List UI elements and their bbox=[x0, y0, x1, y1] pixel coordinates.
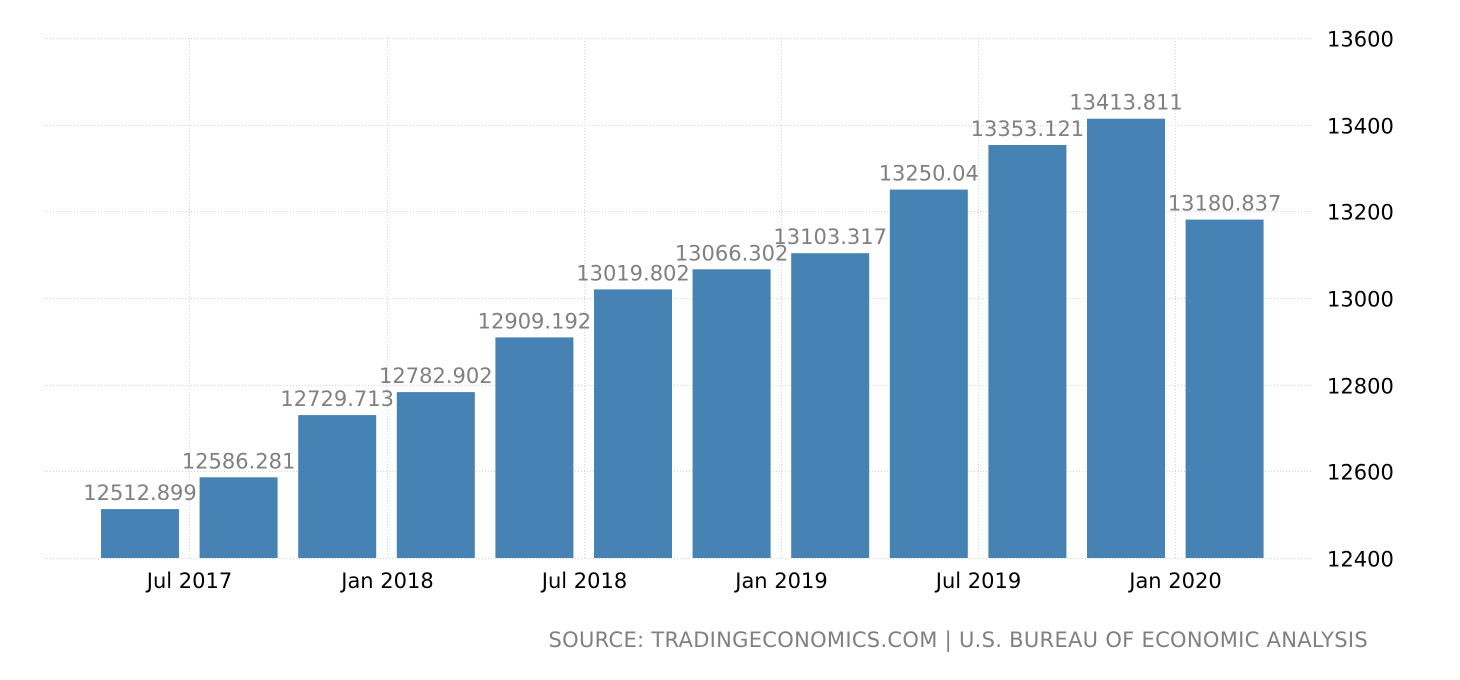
x-tick-label: Jan 2020 bbox=[1127, 569, 1222, 593]
x-tick-label: Jan 2019 bbox=[733, 569, 828, 593]
bar bbox=[791, 253, 870, 558]
bar bbox=[1185, 219, 1264, 558]
data-label: 12512.899 bbox=[83, 481, 197, 505]
bar bbox=[199, 477, 278, 558]
data-label: 13353.121 bbox=[971, 117, 1085, 141]
data-label: 12586.281 bbox=[182, 449, 296, 473]
y-tick-label: 13000 bbox=[1327, 288, 1394, 312]
data-label: 13019.802 bbox=[576, 261, 690, 285]
y-tick-label: 13200 bbox=[1327, 201, 1394, 225]
y-axis-ticks: 12400 12600 12800 13000 13200 13400 13600 bbox=[1327, 28, 1394, 572]
x-tick-label: Jul 2017 bbox=[145, 569, 232, 593]
bar bbox=[692, 269, 771, 558]
bar bbox=[889, 189, 968, 558]
y-tick-label: 12800 bbox=[1327, 375, 1394, 399]
source-note: SOURCE: TRADINGECONOMICS.COM | U.S. BURE… bbox=[548, 628, 1368, 652]
bar bbox=[396, 392, 475, 558]
x-axis-ticks: Jul 2017 Jan 2018 Jul 2018 Jan 2019 Jul 2019… bbox=[145, 569, 1222, 593]
x-tick-label: Jul 2018 bbox=[540, 569, 627, 593]
bar bbox=[298, 415, 377, 558]
y-tick-label: 12600 bbox=[1327, 461, 1394, 485]
bar bbox=[1087, 118, 1165, 558]
y-tick-label: 13600 bbox=[1327, 28, 1394, 52]
data-label: 13413.811 bbox=[1069, 91, 1183, 115]
bar bbox=[101, 509, 179, 558]
data-label: 12909.192 bbox=[478, 309, 592, 333]
bar bbox=[594, 289, 672, 558]
bar bbox=[495, 337, 574, 558]
x-tick-label: Jul 2019 bbox=[934, 569, 1021, 593]
y-tick-label: 12400 bbox=[1327, 548, 1394, 572]
bar bbox=[988, 145, 1067, 558]
data-label: 13250.04 bbox=[879, 162, 979, 186]
data-label: 12729.713 bbox=[280, 387, 394, 411]
y-tick-label: 13400 bbox=[1327, 115, 1394, 139]
data-label: 13066.302 bbox=[675, 241, 789, 265]
x-tick-label: Jan 2018 bbox=[339, 569, 434, 593]
bars bbox=[101, 118, 1264, 558]
data-label: 13103.317 bbox=[773, 225, 887, 249]
data-label: 13180.837 bbox=[1168, 192, 1282, 216]
data-label: 12782.902 bbox=[379, 364, 493, 388]
